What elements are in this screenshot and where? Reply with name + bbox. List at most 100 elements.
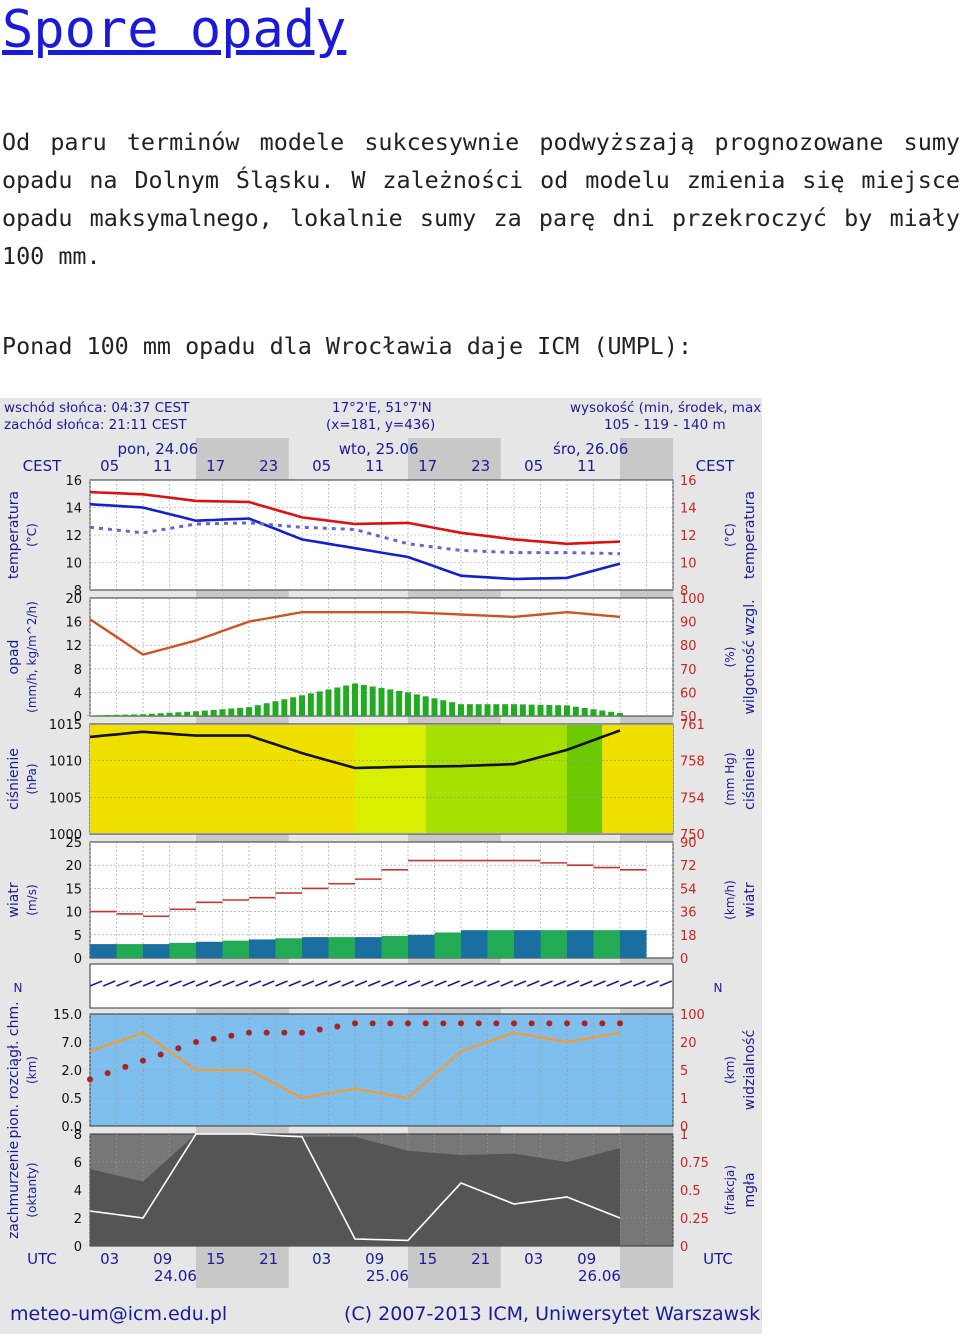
precip-label-left: opad <box>6 640 22 675</box>
cloud-top-dot <box>87 1076 93 1083</box>
pressure-tick-left: 1010 <box>49 755 82 770</box>
pressure-tick-right: 758 <box>680 755 705 770</box>
wind-barb <box>553 980 567 987</box>
cloudcover-tick-right: 0.75 <box>680 1156 709 1171</box>
wind-barb <box>116 980 129 987</box>
wind-barb <box>487 980 500 987</box>
temp-tick-right: 8 <box>680 584 688 599</box>
hour-label-bottom: 03 <box>100 1250 119 1268</box>
wind-tick-right: 0 <box>680 952 688 967</box>
wind-area <box>169 942 196 958</box>
date-label-bottom: 25.06 <box>366 1267 409 1285</box>
humidity-line <box>89 610 621 656</box>
precip-bar <box>360 685 367 716</box>
wind-barb <box>155 980 169 987</box>
wind-barb <box>208 980 222 987</box>
wind-tick-left: 20 <box>65 859 82 874</box>
paragraph-icm: Ponad 100 mm opadu dla Wrocławia daje IC… <box>2 332 693 360</box>
tz-bottom-label-right: UTC <box>703 1250 733 1268</box>
wind-tick-right: 36 <box>680 906 697 921</box>
wind-area <box>620 930 647 958</box>
precip-bar <box>175 712 182 716</box>
precip-bar <box>458 704 464 716</box>
precip-bar <box>210 709 217 716</box>
precip-bar <box>184 711 191 716</box>
cloud-top-dot <box>387 1020 394 1027</box>
cloud-top-dot <box>175 1045 182 1052</box>
cloudbase-tick-left: 7.0 <box>61 1036 82 1051</box>
pressure-label-left: ciśnienie <box>6 748 22 810</box>
pressure-band-0 <box>90 725 355 833</box>
wind-barb <box>261 980 275 987</box>
wind-barb <box>89 980 103 987</box>
temp-label-left: temperatura <box>6 491 22 579</box>
cloud-top-dot <box>440 1020 447 1027</box>
precip-bar <box>228 708 235 716</box>
precip-bar <box>440 700 447 716</box>
wind-area <box>196 941 223 958</box>
cloud-top-dot <box>405 1020 411 1027</box>
cloudcover-tick-left: 2 <box>74 1212 82 1227</box>
pressure-band-1 <box>355 725 426 833</box>
precip-tick-right: 50 <box>680 710 697 725</box>
day-label-top: wto, 25.06 <box>339 440 419 458</box>
paragraph-intro: Od paru terminów modele sukcesywnie podw… <box>2 128 960 270</box>
temp-min-line <box>89 502 621 581</box>
wind-barb <box>301 980 315 987</box>
wind-barb <box>182 980 196 987</box>
cloudbase-tick-right: 5 <box>680 1064 688 1079</box>
post-title[interactable]: Spore opady <box>2 0 347 60</box>
precip-bar <box>272 701 279 716</box>
cloudbase-unit-left: (km) <box>25 1056 39 1084</box>
temp-tick-left: 14 <box>65 502 82 517</box>
wind-tick-right: 54 <box>680 882 697 897</box>
coords-label: 17°2'E, 51°7'N <box>332 400 432 416</box>
wind-tick-left: 15 <box>65 882 82 897</box>
wind-tick-left: 10 <box>65 906 82 921</box>
cloud-top-dot <box>422 1020 429 1027</box>
temp-unit-right: (°C) <box>723 523 737 547</box>
hour-label-bottom: 21 <box>259 1250 278 1268</box>
wind-unit-right: (km/h) <box>723 880 737 920</box>
cloudcover-tick-left: 4 <box>74 1184 82 1199</box>
wind-barb <box>646 980 659 987</box>
temp-tick-left: 16 <box>65 474 82 489</box>
cloudcover-unit-right: (frakcja) <box>723 1165 737 1215</box>
wind-barb <box>659 980 673 987</box>
pressure-band-2 <box>425 725 567 833</box>
wind-barb <box>222 980 235 987</box>
precip-label-right: wilgotność wzgl. <box>742 599 758 714</box>
precip-tick-left: 16 <box>65 616 82 631</box>
cloudbase-tick-right: 0 <box>680 1120 688 1135</box>
cloudbase-unit-right: (km) <box>723 1056 737 1084</box>
precip-bar <box>617 713 623 716</box>
wind-barb <box>526 980 540 987</box>
precip-bar <box>387 689 394 716</box>
wind-tick-left: 25 <box>65 836 82 851</box>
temp-tick-right: 12 <box>680 529 697 544</box>
precip-tick-left: 8 <box>74 663 82 678</box>
compass-label-right: N <box>714 981 723 995</box>
hour-label-top: 11 <box>577 457 596 475</box>
cloudcover-unit-left: (oktanty) <box>25 1162 39 1217</box>
pressure-tick-right: 761 <box>680 718 705 733</box>
precip-bar <box>219 709 226 716</box>
wind-barb <box>142 980 156 987</box>
wind-barb <box>434 980 447 987</box>
precip-bar <box>546 704 553 716</box>
meteogram-image: wschód słońca: 04:37 CEST zachód słońca:… <box>0 398 762 1334</box>
cloudbase-tick-left: 0.5 <box>61 1092 82 1107</box>
wind-area <box>434 932 461 958</box>
precip-bar <box>422 696 429 716</box>
hour-label-bottom: 15 <box>418 1250 437 1268</box>
footer-email[interactable]: meteo-um@icm.edu.pl <box>10 1303 228 1325</box>
precip-bar <box>316 691 323 716</box>
hour-label-top: 11 <box>153 457 172 475</box>
cloud-top-dot <box>617 1020 623 1027</box>
precip-bar <box>104 715 111 716</box>
precip-bar <box>396 690 403 716</box>
pressure-tick-right: 750 <box>680 828 705 843</box>
hour-label-bottom: 09 <box>153 1250 172 1268</box>
precip-bar <box>166 712 173 716</box>
temp-tick-left: 12 <box>65 529 82 544</box>
